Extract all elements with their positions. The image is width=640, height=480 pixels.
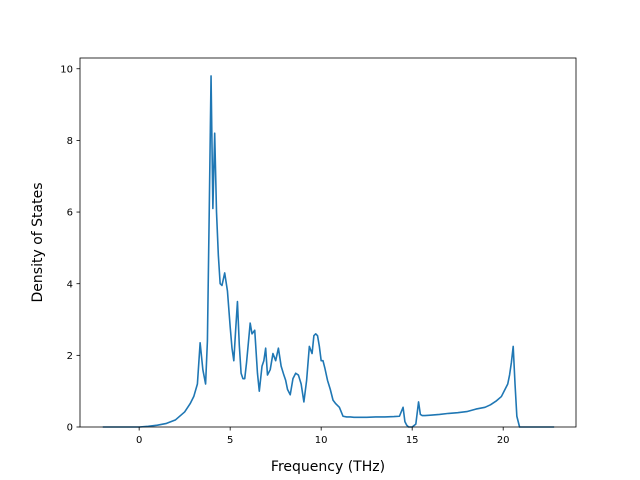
plot-background (80, 58, 576, 427)
x-axis-ticks: 0 5 10 15 20 (136, 427, 510, 446)
y-tick-label: 4 (67, 279, 73, 290)
y-tick-label: 6 (67, 208, 73, 219)
series-line-0 (102, 75, 555, 428)
series-layer (102, 75, 555, 428)
x-tick-label: 5 (227, 435, 233, 446)
y-axis-title: Density of States (30, 183, 46, 303)
x-axis-title: Frequency (THz) (271, 459, 385, 475)
y-tick-label: 2 (67, 351, 73, 362)
x-tick-label: 20 (497, 435, 510, 446)
x-tick-label: 0 (136, 435, 142, 446)
x-tick-label: 10 (315, 435, 328, 446)
y-axis-ticks: 0 2 4 6 8 10 (60, 64, 80, 434)
y-tick-label: 0 (67, 423, 73, 434)
plot-frame (79, 57, 577, 428)
x-tick-label: 15 (406, 435, 419, 446)
y-tick-label: 10 (60, 64, 73, 75)
y-tick-label: 8 (67, 136, 73, 147)
